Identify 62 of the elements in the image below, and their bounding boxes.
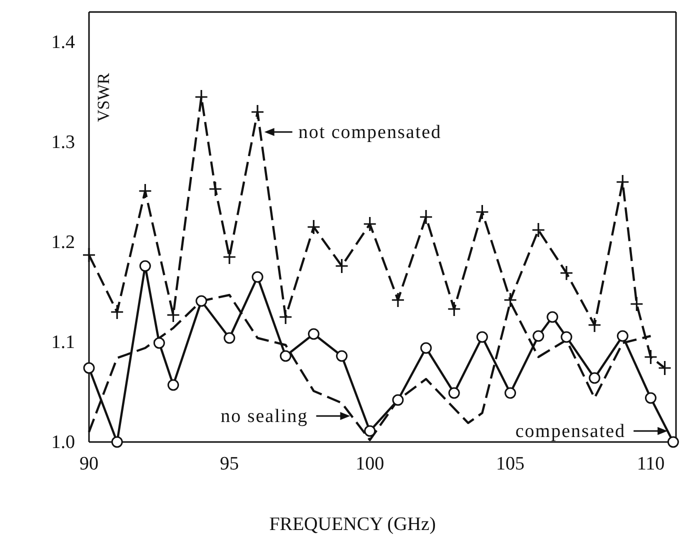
point [278,309,292,325]
y-tick-label: 1.1 [51,332,75,354]
annotation: not compensated [298,122,442,143]
point [82,247,96,263]
point [532,222,546,238]
point [667,436,679,448]
annotation: no sealing [220,406,308,427]
point [280,350,292,362]
point [250,104,264,120]
x-axis-title: FREQUENCY (GHz) [269,514,436,535]
point [504,387,516,399]
y-tick-label: 1.0 [51,432,75,454]
x-tick-label: 100 [356,453,384,474]
point [644,349,658,365]
point [110,304,124,320]
point [532,330,544,342]
point [168,379,180,391]
point [476,331,488,343]
point [308,328,320,340]
point [616,330,628,342]
point [588,372,600,384]
point [420,342,432,354]
point [224,332,236,344]
y-tick-label: 1.2 [51,232,75,254]
point [560,265,574,281]
point [644,392,656,404]
point [630,296,644,312]
y-axis-title: VSWR [94,72,113,122]
point [419,209,433,225]
point [364,425,376,437]
point [196,295,208,307]
point [252,271,264,283]
point [560,331,572,343]
point [83,362,95,374]
x-tick-label: 90 [80,453,98,474]
point [392,394,404,406]
y-tick-label: 1.3 [51,132,75,154]
point [166,307,180,323]
point [336,350,348,362]
point [658,360,672,376]
x-tick-label: 110 [636,453,665,474]
point [139,260,151,272]
point [334,258,349,274]
point [138,183,152,199]
annotation: compensated [515,421,626,442]
point [208,181,222,197]
point [222,249,236,265]
y-tick-label: 1.4 [51,32,76,54]
x-tick-label: 95 [220,453,239,474]
point [503,292,518,308]
point [448,387,460,399]
point [546,311,558,323]
point [447,301,461,317]
point [363,216,377,232]
point [475,204,490,220]
point [306,219,320,235]
point [153,337,165,349]
point [391,292,405,308]
point [588,317,602,333]
x-tick-label: 105 [496,453,525,474]
point [616,174,630,190]
point [111,436,123,448]
